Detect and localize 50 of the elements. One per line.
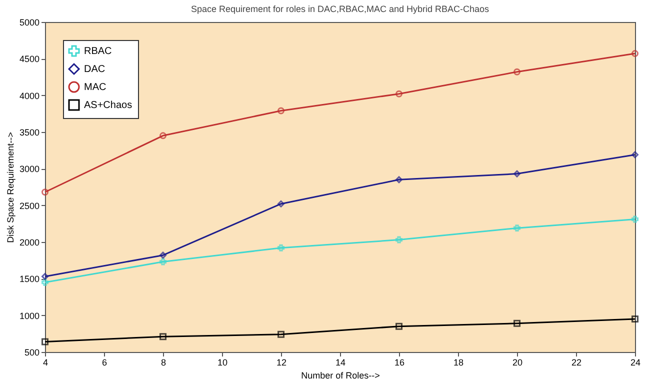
point <box>632 216 638 223</box>
point <box>396 322 402 330</box>
x-tick-label: 24 <box>630 358 641 368</box>
y-tick-label: 4000 <box>19 90 40 101</box>
point <box>514 224 520 232</box>
point <box>42 278 48 286</box>
x-tick-label: 6 <box>102 358 108 368</box>
x-tick-label: 8 <box>160 358 166 368</box>
chart-title: Space Requirement for roles in DAC,RBAC,MAC and Hybrid RBAC-Chaos <box>190 4 490 14</box>
legend-label: RBAC <box>84 46 112 57</box>
x-tick-label: 18 <box>453 358 464 368</box>
point <box>160 252 166 259</box>
point <box>42 338 48 346</box>
x-tick-label: 16 <box>394 358 405 368</box>
y-tick-label: 2000 <box>19 238 40 248</box>
point <box>632 151 638 158</box>
x-tick-label: 10 <box>217 358 228 368</box>
point <box>278 244 284 252</box>
point <box>632 316 638 322</box>
point <box>42 272 48 280</box>
x-axis-title: Number of Roles--> <box>301 370 380 380</box>
y-tick-label: 1000 <box>19 310 40 321</box>
legend-label: MAC <box>84 82 106 93</box>
x-tick-label: 12 <box>276 358 287 368</box>
point <box>160 333 166 340</box>
y-tick-label: 4500 <box>19 54 40 64</box>
point <box>160 258 166 266</box>
y-tick-label: 3500 <box>19 128 40 138</box>
y-tick-label: 1500 <box>19 274 40 284</box>
x-tick-label: 22 <box>571 358 582 368</box>
point <box>396 90 402 98</box>
point <box>278 107 284 114</box>
point <box>514 320 520 327</box>
point <box>160 132 166 140</box>
legend-label: AS+Chaos <box>84 100 132 111</box>
point <box>278 330 284 338</box>
y-axis-title: Disk Space Requirement--> <box>5 132 16 243</box>
point <box>396 236 402 244</box>
y-tick-label: 500 <box>24 348 40 358</box>
point <box>514 170 520 178</box>
y-tick-label: 3000 <box>19 164 40 174</box>
y-tick-label: 5000 <box>19 18 40 28</box>
point <box>514 68 520 76</box>
legend-label: DAC <box>84 64 106 75</box>
x-tick-label: 14 <box>335 358 346 368</box>
point <box>278 200 284 208</box>
y-tick-label: 2500 <box>19 200 40 211</box>
x-tick-label: 20 <box>512 358 523 368</box>
x-tick-label: 4 <box>42 358 48 368</box>
point <box>396 176 402 184</box>
